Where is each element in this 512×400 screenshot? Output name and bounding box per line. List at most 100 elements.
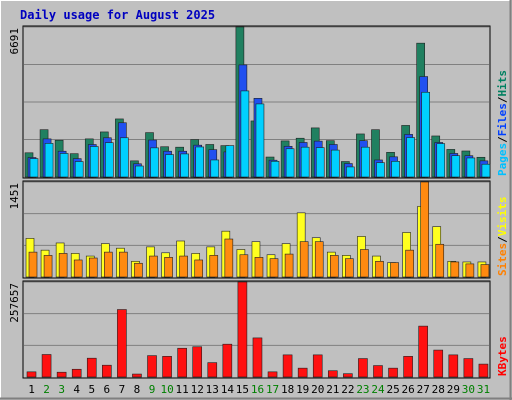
bar-sites-day-16	[254, 257, 264, 278]
bar-kbytes-day-24	[373, 365, 383, 378]
bar-pages-day-11	[180, 153, 189, 178]
bar-kbytes-day-19	[297, 367, 308, 378]
day-label-16: 16	[251, 383, 264, 396]
bar-kbytes-day-22	[343, 373, 353, 378]
day-label-19: 19	[296, 383, 309, 396]
bar-pages-day-13	[210, 159, 220, 178]
bar-pages-day-20	[315, 147, 325, 178]
y-max-label-kbytes: 257657	[8, 283, 21, 323]
bar-pages-day-23	[361, 146, 370, 178]
day-label-21: 21	[326, 383, 339, 396]
day-label-2: 2	[43, 383, 50, 396]
day-label-13: 13	[206, 383, 219, 396]
legend-hits: Pages/Files/Hits	[496, 70, 509, 176]
bar-kbytes-day-21	[327, 370, 338, 378]
day-label-28: 28	[432, 383, 445, 396]
bar-pages-day-2	[44, 143, 54, 178]
bar-pages-day-12	[195, 146, 205, 178]
bar-pages-day-1	[29, 158, 39, 178]
day-label-6: 6	[104, 383, 111, 396]
y-max-label-visits: 1451	[8, 183, 21, 210]
bar-kbytes-day-1	[26, 371, 37, 378]
legend-item-visits: Visits	[496, 197, 509, 237]
bar-pages-day-3	[59, 153, 69, 178]
bar-kbytes-day-30	[463, 358, 474, 378]
bar-sites-day-3	[58, 253, 68, 278]
bar-kbytes-day-18	[282, 354, 293, 378]
bar-sites-day-29	[450, 261, 460, 278]
bar-sites-day-26	[405, 249, 414, 278]
day-label-9: 9	[149, 383, 156, 396]
bar-kbytes-day-4	[71, 368, 82, 378]
bar-sites-day-17	[269, 258, 279, 278]
day-label-20: 20	[311, 383, 324, 396]
bar-kbytes-day-7	[117, 309, 127, 378]
bar-sites-day-9	[149, 255, 158, 278]
day-label-10: 10	[160, 383, 173, 396]
legend-item-pages: Pages	[496, 143, 509, 176]
day-label-11: 11	[176, 383, 189, 396]
bar-kbytes-day-17	[267, 371, 278, 378]
day-label-4: 4	[73, 383, 80, 396]
bar-kbytes-day-5	[86, 357, 97, 378]
bar-pages-day-26	[406, 137, 415, 178]
bar-kbytes-day-9	[147, 355, 157, 378]
day-label-7: 7	[119, 383, 126, 396]
legend-item-slash: /	[496, 136, 509, 143]
bar-pages-day-5	[89, 146, 99, 178]
bar-kbytes-day-23	[358, 358, 368, 378]
bar-sites-day-4	[73, 259, 83, 278]
bar-sites-day-6	[104, 251, 113, 278]
bar-pages-day-21	[330, 149, 340, 178]
bar-pages-day-6	[105, 142, 114, 178]
bar-sites-day-18	[284, 253, 294, 278]
bar-pages-day-22	[346, 166, 355, 178]
bar-sites-day-14	[224, 238, 234, 278]
day-label-5: 5	[88, 383, 95, 396]
bar-sites-day-19	[299, 241, 309, 278]
bar-sites-day-22	[345, 258, 354, 278]
legend-item-hits: Hits	[496, 70, 509, 97]
day-label-1: 1	[28, 383, 35, 396]
day-label-24: 24	[371, 383, 385, 396]
day-label-29: 29	[447, 383, 460, 396]
bar-sites-day-7	[119, 251, 128, 278]
legend-kbytes: KBytes	[496, 336, 509, 376]
legend-item-files: Files	[496, 103, 509, 136]
bar-kbytes-day-11	[177, 347, 187, 378]
day-label-22: 22	[341, 383, 354, 396]
bar-sites-day-27	[420, 181, 429, 278]
day-label-15: 15	[236, 383, 249, 396]
day-label-18: 18	[281, 383, 294, 396]
bar-pages-day-10	[165, 154, 174, 178]
bar-sites-day-2	[43, 255, 53, 278]
bar-sites-day-21	[329, 255, 339, 278]
day-label-25: 25	[386, 383, 399, 396]
bar-sites-day-15	[239, 254, 249, 278]
bar-sites-day-10	[164, 257, 173, 278]
bar-pages-day-16	[255, 103, 265, 178]
bar-kbytes-day-2	[41, 354, 52, 378]
chart-title: Daily usage for August 2025	[20, 8, 215, 22]
bar-kbytes-day-3	[56, 371, 67, 378]
legend-item-slash: /	[496, 96, 509, 103]
bar-pages-day-14	[225, 145, 235, 178]
bar-pages-day-15	[240, 90, 250, 178]
bar-sites-day-11	[179, 255, 188, 278]
bar-sites-day-25	[390, 262, 399, 278]
chart-panels: 6691Pages/Files/Hits1451Sites/Visits2576…	[8, 25, 509, 379]
bar-pages-day-9	[150, 147, 159, 178]
day-label-26: 26	[402, 383, 415, 396]
bar-kbytes-day-15	[237, 281, 248, 378]
bar-pages-day-25	[391, 161, 400, 178]
bar-kbytes-day-16	[252, 337, 263, 378]
legend-item-slash: /	[496, 236, 509, 243]
bar-sites-day-30	[465, 263, 475, 278]
bar-sites-day-28	[435, 243, 445, 278]
panel-visits: 1451 Sites/Visits	[8, 180, 509, 279]
bar-kbytes-day-20	[312, 354, 323, 378]
panel-kbytes: 257657 KBytes	[8, 280, 509, 379]
day-label-8: 8	[134, 383, 141, 396]
bar-sites-day-13	[209, 255, 219, 278]
bar-kbytes-day-29	[448, 354, 459, 378]
